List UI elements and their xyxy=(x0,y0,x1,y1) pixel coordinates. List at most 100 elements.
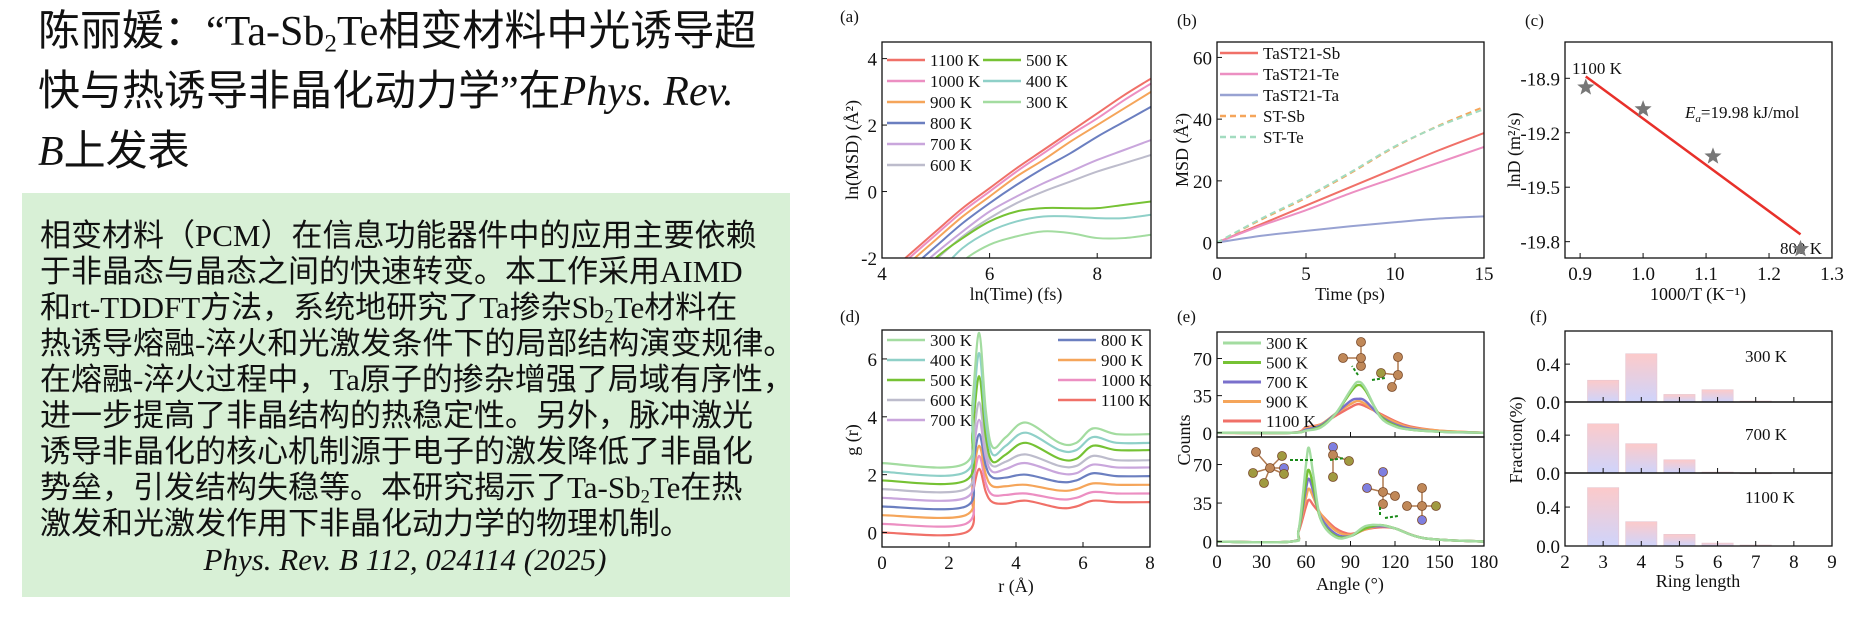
x-tick-label: 90 xyxy=(1341,552,1360,573)
series-line-300k xyxy=(882,331,1150,469)
x-tick-label: 5 xyxy=(1301,264,1311,285)
molecule-inset xyxy=(1338,337,1366,371)
x-tick-label: 1.3 xyxy=(1820,264,1844,285)
y-tick-label: 0.4 xyxy=(1536,355,1560,376)
ylabel-e: Counts xyxy=(1174,414,1194,465)
legend-label: 1000 K xyxy=(1101,371,1152,390)
atom xyxy=(1378,467,1388,477)
y-tick-label: 0.0 xyxy=(1536,464,1560,485)
plot-frame xyxy=(1216,41,1485,259)
legend-label: 900 K xyxy=(1101,351,1144,370)
title-line-2: 快与热诱导非晶化动力学”在Phys. Rev. xyxy=(38,69,734,115)
series-group xyxy=(882,331,1150,537)
bar xyxy=(1587,423,1620,474)
abstract-box xyxy=(22,193,790,597)
legend-label: 900 K xyxy=(930,93,973,112)
series-line-st-te xyxy=(1217,108,1484,244)
legend-label: 700 K xyxy=(1266,373,1309,392)
xlabel-e: Angle (°) xyxy=(1316,574,1384,595)
xlabel-a: ln(Time) (fs) xyxy=(970,284,1063,305)
arrow-icon xyxy=(1371,377,1386,381)
y-tick-label: -2 xyxy=(861,249,877,270)
y-tick-label: 0 xyxy=(868,183,878,204)
y-tick-label: 2 xyxy=(868,116,878,137)
atom xyxy=(1362,483,1372,493)
x-tick-label: 180 xyxy=(1470,552,1499,573)
x-tick-label: 6 xyxy=(985,264,995,285)
abstract-text: 相变材料（PCM）在信息功能器件中的应用主要依赖 于非晶态与晶态之间的快速转变。… xyxy=(40,218,794,578)
x-tick-label: 4 xyxy=(1011,553,1021,574)
abstract-line: 热诱导熔融-淬火和光激发条件下的局部结构演变规律。 xyxy=(40,326,795,361)
x-tick-label: 4 xyxy=(1637,552,1647,573)
panel-label-f: (f) xyxy=(1530,307,1547,326)
legend-label: 500 K xyxy=(1266,354,1309,373)
atom xyxy=(1328,472,1338,482)
x-tick-label: 2 xyxy=(1560,552,1570,573)
molecule-inset xyxy=(1362,467,1400,509)
activation-energy: Ea=19.98 kJ/mol xyxy=(1684,103,1800,125)
x-tick-label: 3 xyxy=(1598,552,1608,573)
legend-label: 800 K xyxy=(1101,331,1144,350)
y-tick-label: 4 xyxy=(868,408,878,429)
series-line-1000k xyxy=(907,82,1151,258)
abstract-line: 势垒，引发结构失稳等。本研究揭示了Ta-Sb2Te在热 xyxy=(40,470,743,508)
y-tick-label: 0.4 xyxy=(1536,426,1560,447)
y-tick-label: 2 xyxy=(868,466,878,487)
x-tick-label: 150 xyxy=(1425,552,1454,573)
plot-frame xyxy=(1564,41,1833,259)
legend-label: 1100 K xyxy=(930,51,981,70)
x-tick-label: 1.0 xyxy=(1631,264,1655,285)
x-tick-label: 1.1 xyxy=(1694,264,1718,285)
x-tick-label: 30 xyxy=(1252,552,1271,573)
series-line-900k xyxy=(1217,399,1484,435)
legend-label: 500 K xyxy=(930,371,973,390)
y-tick-label: 70 xyxy=(1193,456,1212,477)
x-tick-label: 8 xyxy=(1092,264,1102,285)
plot-frame xyxy=(881,41,1152,259)
subpanel-label: 300 K xyxy=(1745,347,1788,366)
atom xyxy=(1393,370,1403,380)
data-point-star xyxy=(1634,100,1652,117)
xlabel-d: r (Å) xyxy=(998,576,1033,597)
x-tick-label: 6 xyxy=(1713,552,1723,573)
series-line-tast21-ta xyxy=(1217,215,1484,244)
legend-label: 600 K xyxy=(930,391,973,410)
atom xyxy=(1393,352,1403,362)
y-tick-label: 40 xyxy=(1193,110,1212,131)
legend-label: 1100 K xyxy=(1266,412,1317,431)
x-tick-label: 5 xyxy=(1675,552,1685,573)
y-tick-label: 0.0 xyxy=(1536,537,1560,558)
x-tick-label: 120 xyxy=(1381,552,1410,573)
atom xyxy=(1387,382,1397,392)
abstract-line: 激发和光激发作用下非晶化动力学的物理机制。 xyxy=(40,506,691,541)
subpanel-label: 700 K xyxy=(1745,425,1788,444)
xlabel-f: Ring length xyxy=(1656,571,1741,591)
molecule-inset xyxy=(1376,352,1403,392)
title-line-1: 陈丽媛：“Ta-Sb2Te相变材料中光诱导超 xyxy=(38,9,757,58)
xlabel-c: 1000/T (K⁻¹) xyxy=(1650,284,1746,305)
legend-label: TaST21-Sb xyxy=(1263,44,1340,63)
ylabel-a: ln(MSD) (Å²) xyxy=(842,100,863,200)
y-tick-label: 0.4 xyxy=(1536,498,1560,519)
subpanel-label: 1100 K xyxy=(1745,488,1796,507)
legend-label: 600 K xyxy=(930,156,973,175)
legend-label: 500 K xyxy=(1026,51,1069,70)
citation: Phys. Rev. B 112, 024114 (2025) xyxy=(203,542,607,577)
atom xyxy=(1279,469,1289,479)
y-tick-label: 0 xyxy=(1203,234,1213,255)
series-line-500k xyxy=(934,200,1151,258)
x-tick-label: 2 xyxy=(944,553,954,574)
series-group xyxy=(1217,105,1484,244)
atom xyxy=(1417,515,1427,525)
ylabel-f: Fraction(%) xyxy=(1506,397,1527,484)
legend-label: ST-Te xyxy=(1263,128,1304,147)
atom xyxy=(1417,483,1427,493)
y-tick-label: 20 xyxy=(1193,172,1212,193)
y-tick-label: 0 xyxy=(1203,533,1213,554)
legend-label: 400 K xyxy=(1026,72,1069,91)
panel-label-a: (a) xyxy=(840,7,859,26)
atom xyxy=(1344,456,1354,466)
y-tick-label: 6 xyxy=(868,350,878,371)
atom xyxy=(1328,450,1338,460)
